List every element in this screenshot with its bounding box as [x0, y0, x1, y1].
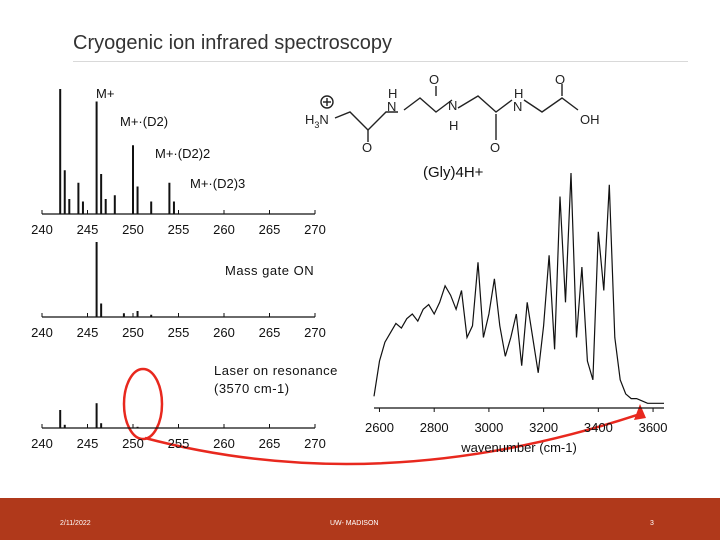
- x-tick-label: 265: [259, 325, 281, 340]
- x-tick-label: 255: [168, 325, 190, 340]
- footer-date: 2/11/2022: [60, 520, 91, 527]
- arrow-head: [634, 404, 646, 420]
- x-tick-label: 260: [213, 222, 235, 237]
- x-tick-label: 250: [122, 325, 144, 340]
- x-tick-label: 245: [77, 325, 99, 340]
- x-tick-label: 260: [213, 436, 235, 451]
- x-tick-label: 255: [168, 436, 190, 451]
- ir-x-tick-label: 3000: [474, 420, 503, 435]
- highlight-arrow: [144, 412, 641, 466]
- ir-x-tick-label: 3600: [639, 420, 668, 435]
- x-tick-label: 260: [213, 325, 235, 340]
- slide-title: Cryogenic ion infrared spectroscopy: [73, 32, 393, 54]
- x-tick-label: 265: [259, 222, 281, 237]
- x-tick-label: 245: [77, 222, 99, 237]
- label-m-d2-3: M+·(D2)3: [190, 176, 246, 191]
- molecule-atoms: H3N H N O O N H O H N O OH: [305, 72, 600, 155]
- ir-x-tick-label: 3200: [529, 420, 558, 435]
- x-tick-label: 255: [168, 222, 190, 237]
- label-molecule: (Gly)4H+: [423, 164, 484, 181]
- label-laser-line2: (3570 cm-1): [214, 381, 290, 396]
- page-number: 3: [650, 520, 654, 527]
- ir-spectrum-line: [373, 172, 664, 404]
- x-tick-label: 250: [122, 222, 144, 237]
- x-tick-label: 270: [304, 436, 326, 451]
- atom-h: H: [514, 86, 523, 101]
- molecule-structure: [320, 84, 579, 142]
- footer-org: UW- MADISON: [330, 520, 379, 527]
- x-tick-label: 240: [31, 436, 53, 451]
- atom-n: N: [513, 99, 522, 114]
- atom-n: N: [387, 99, 396, 114]
- label-mass-gate: Mass gate ON: [225, 263, 315, 278]
- atom-h3n: H3N: [305, 112, 329, 130]
- ir-x-tick-label: 2600: [365, 420, 394, 435]
- x-tick-label: 270: [304, 222, 326, 237]
- title-divider: [73, 61, 688, 62]
- atom-o: O: [362, 140, 372, 155]
- atom-h: H: [449, 118, 458, 133]
- x-tick-label: 265: [259, 436, 281, 451]
- highlight-ellipse: [122, 367, 164, 441]
- x-tick-label: 240: [31, 325, 53, 340]
- atom-o: O: [555, 72, 565, 87]
- x-tick-label: 270: [304, 325, 326, 340]
- atom-oh: OH: [580, 112, 600, 127]
- x-tick-label: 245: [77, 436, 99, 451]
- atom-o: O: [490, 140, 500, 155]
- label-m-d2: M+·(D2): [120, 114, 169, 129]
- ir-x-tick-label: 2800: [420, 420, 449, 435]
- x-tick-label: 250: [122, 436, 144, 451]
- atom-n: N: [448, 98, 457, 113]
- atom-o: O: [429, 72, 439, 87]
- atom-h: H: [388, 86, 397, 101]
- slide-footer: 2/11/2022 UW- MADISON 3: [0, 498, 720, 540]
- x-tick-label: 240: [31, 222, 53, 237]
- label-laser-line1: Laser on resonance: [214, 363, 338, 378]
- ir-x-axis-label: wavenumber (cm-1): [460, 440, 577, 455]
- label-m-d2-2: M+·(D2)2: [155, 146, 211, 161]
- label-m-plus: M+: [96, 86, 115, 101]
- ir-x-tick-label: 3400: [584, 420, 613, 435]
